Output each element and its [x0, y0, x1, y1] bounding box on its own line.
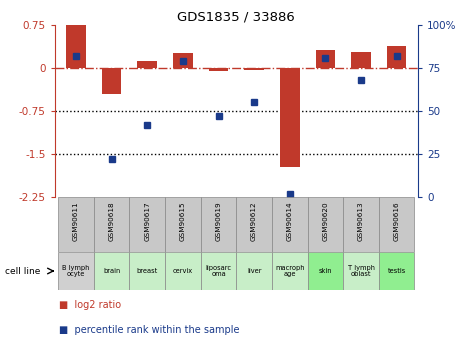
- Text: skin: skin: [319, 268, 332, 274]
- Title: GDS1835 / 33886: GDS1835 / 33886: [178, 11, 295, 24]
- Text: B lymph
ocyte: B lymph ocyte: [62, 265, 90, 277]
- Bar: [58, 252, 94, 290]
- Text: GSM90615: GSM90615: [180, 201, 186, 241]
- Bar: [58, 197, 94, 252]
- Bar: [272, 252, 308, 290]
- Bar: [137, 60, 157, 68]
- Bar: [272, 197, 308, 252]
- Text: brain: brain: [103, 268, 120, 274]
- Text: GSM90616: GSM90616: [394, 201, 399, 241]
- Bar: [280, 68, 300, 167]
- Bar: [201, 197, 237, 252]
- Bar: [379, 252, 414, 290]
- Bar: [129, 197, 165, 252]
- Bar: [173, 52, 193, 68]
- Text: cervix: cervix: [173, 268, 193, 274]
- Bar: [129, 252, 165, 290]
- Text: liposarc
oma: liposarc oma: [206, 265, 231, 277]
- Text: GSM90619: GSM90619: [216, 201, 221, 241]
- Bar: [94, 252, 129, 290]
- Text: GSM90617: GSM90617: [144, 201, 150, 241]
- Bar: [351, 52, 371, 68]
- Bar: [165, 252, 200, 290]
- Bar: [102, 68, 122, 94]
- Bar: [201, 252, 237, 290]
- Text: GSM90612: GSM90612: [251, 201, 257, 241]
- Bar: [66, 25, 86, 68]
- Text: breast: breast: [137, 268, 158, 274]
- Text: ■  log2 ratio: ■ log2 ratio: [59, 300, 122, 310]
- Bar: [209, 68, 228, 71]
- Bar: [165, 197, 200, 252]
- Bar: [237, 197, 272, 252]
- Bar: [343, 197, 379, 252]
- Text: GSM90614: GSM90614: [287, 201, 293, 241]
- Bar: [94, 197, 129, 252]
- Text: GSM90613: GSM90613: [358, 201, 364, 241]
- Bar: [315, 50, 335, 68]
- Bar: [244, 68, 264, 70]
- Text: GSM90611: GSM90611: [73, 201, 79, 241]
- Text: GSM90618: GSM90618: [109, 201, 114, 241]
- Bar: [237, 252, 272, 290]
- Bar: [308, 252, 343, 290]
- Bar: [343, 252, 379, 290]
- Bar: [308, 197, 343, 252]
- Text: T lymph
oblast: T lymph oblast: [348, 265, 374, 277]
- Text: macroph
age: macroph age: [275, 265, 304, 277]
- Text: ■  percentile rank within the sample: ■ percentile rank within the sample: [59, 325, 240, 335]
- Text: testis: testis: [388, 268, 406, 274]
- Bar: [387, 46, 407, 68]
- Text: cell line: cell line: [5, 266, 40, 276]
- Text: liver: liver: [247, 268, 261, 274]
- Text: GSM90620: GSM90620: [323, 201, 328, 241]
- Bar: [379, 197, 414, 252]
